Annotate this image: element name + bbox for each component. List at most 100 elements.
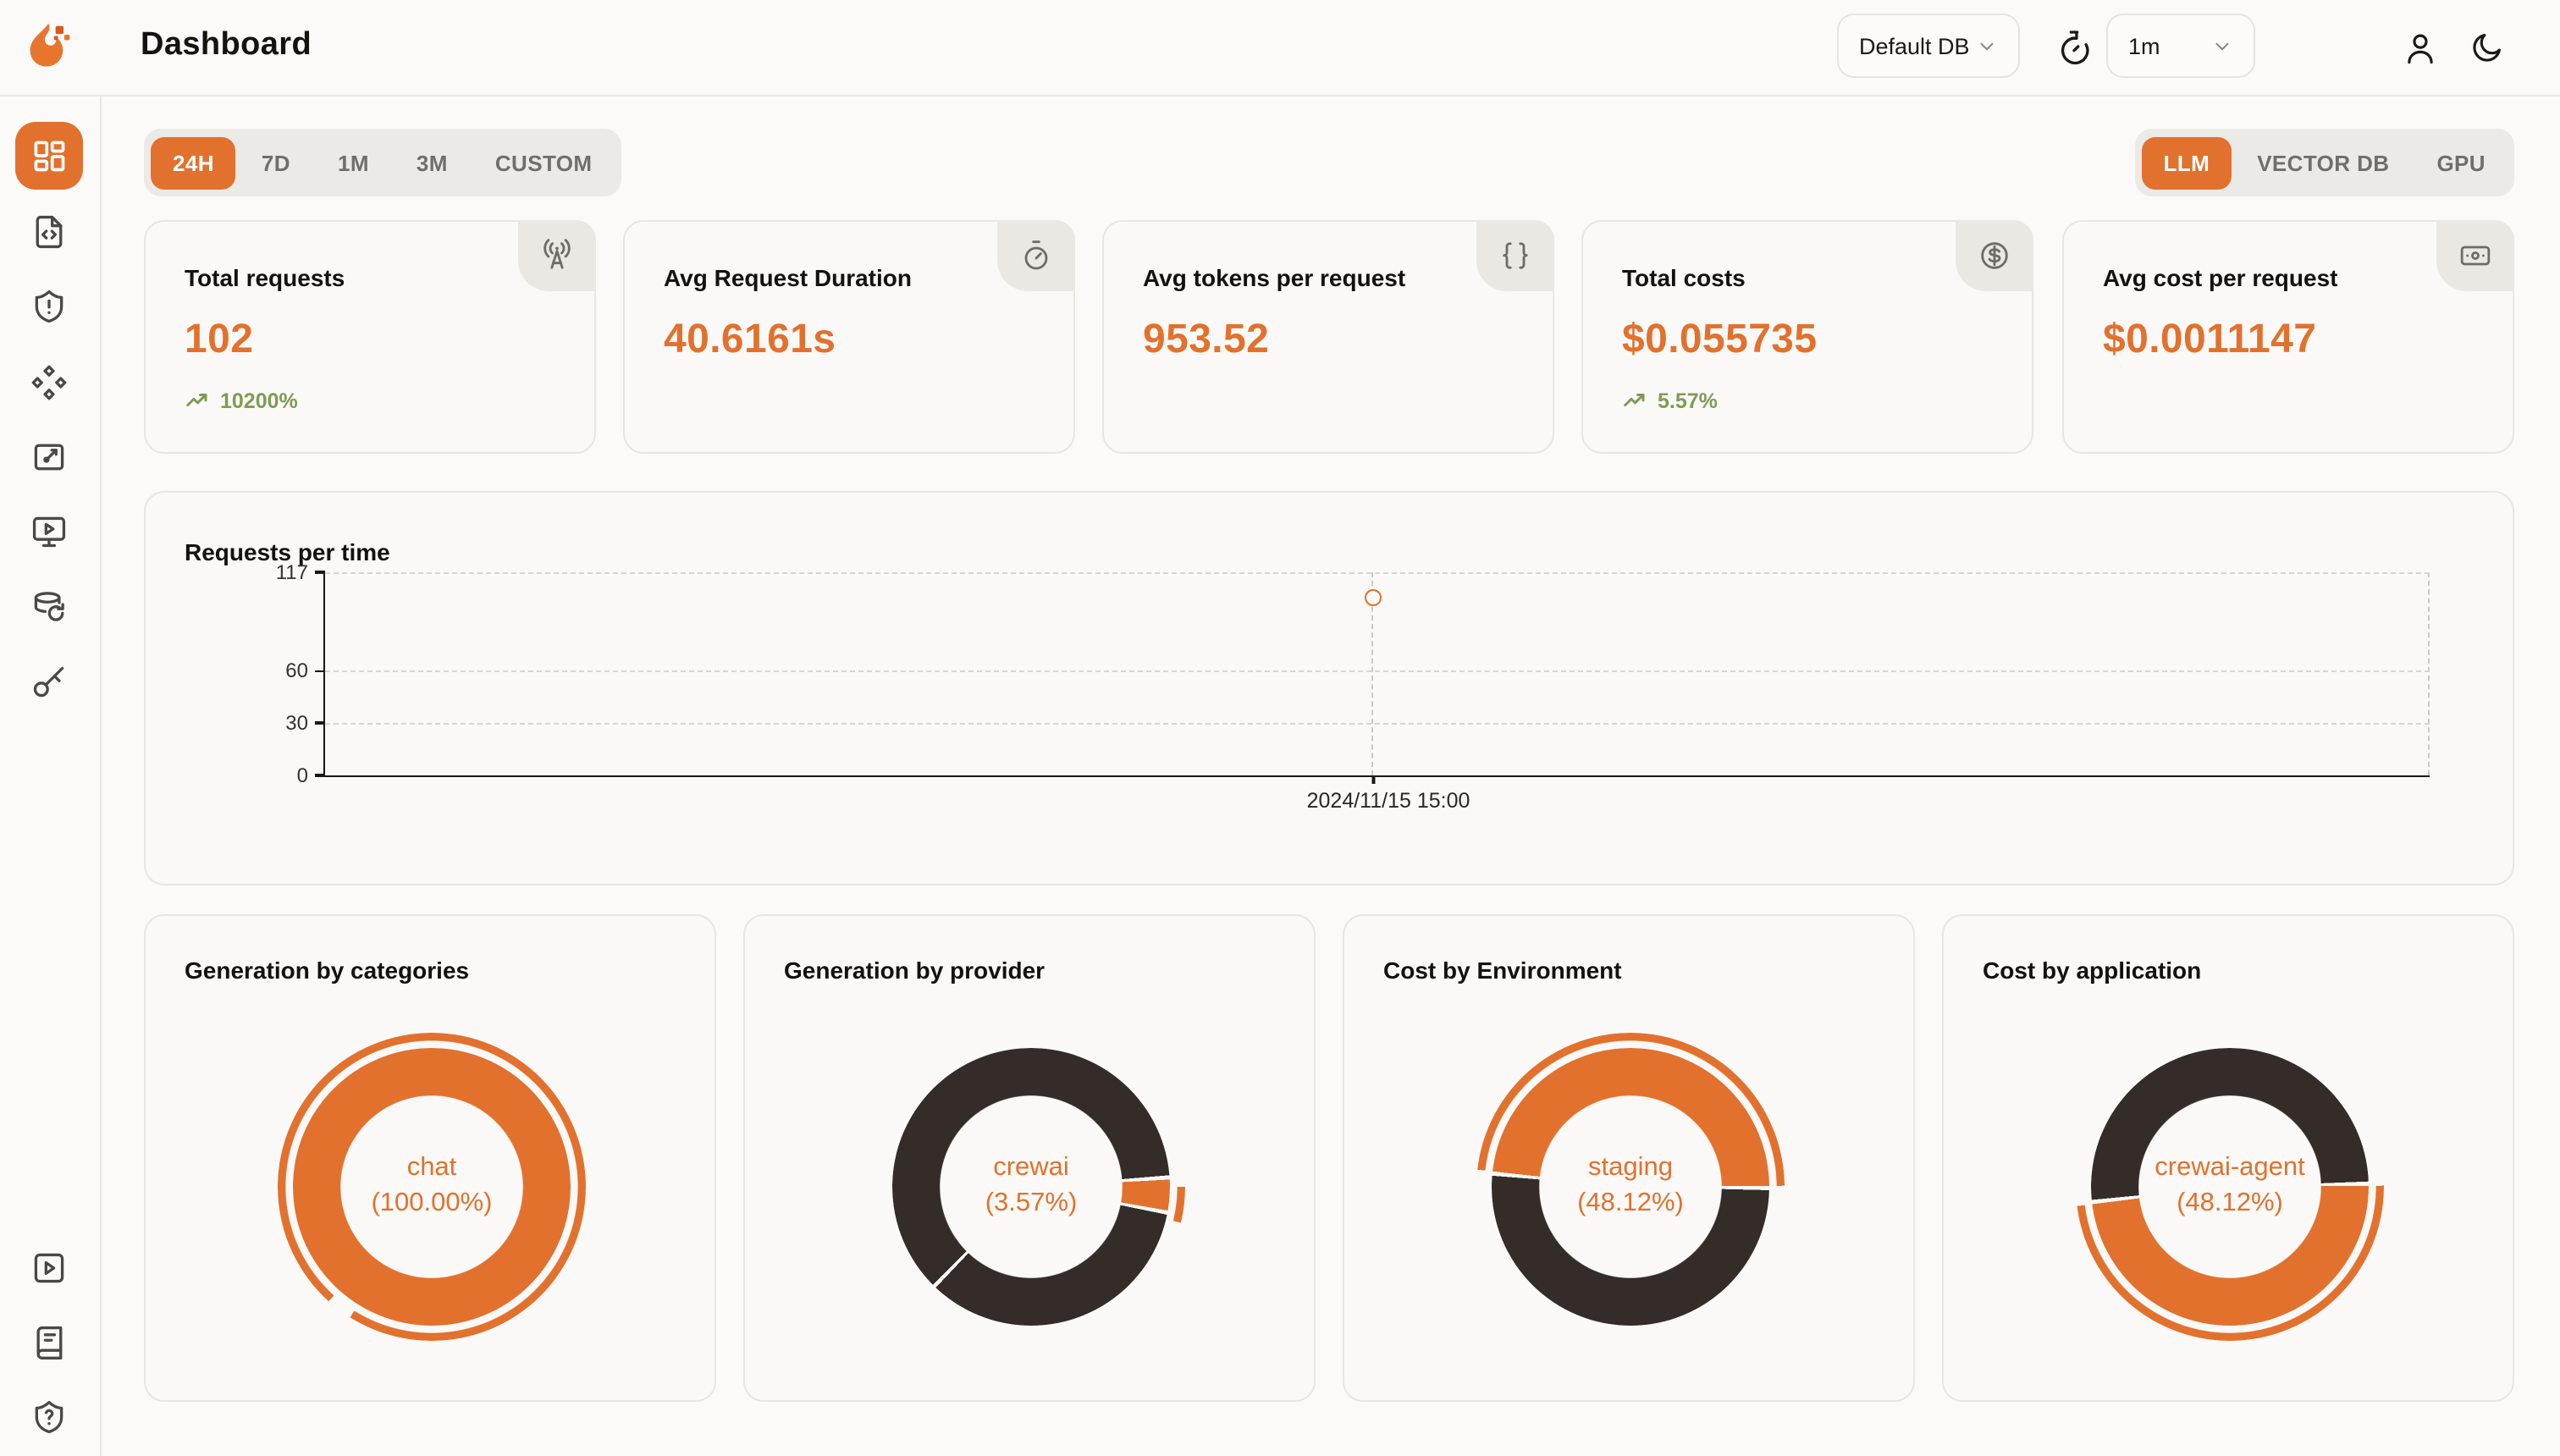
banknote-icon — [2460, 245, 2491, 266]
donut-chart-environment[interactable]: staging (48.12%) — [1476, 1033, 1785, 1341]
stat-card-total-costs: Total costs $0.055735 5.57% — [1581, 220, 2033, 454]
chart-title: Cost by application — [1983, 957, 2202, 984]
refresh-timer-button[interactable] — [2055, 29, 2093, 66]
board-edit-icon — [34, 444, 64, 471]
stat-card-badge — [1956, 220, 2033, 291]
sidebar-item-vault[interactable] — [15, 423, 83, 491]
sidebar-item-playground[interactable] — [15, 498, 83, 565]
flame-logo-icon — [30, 23, 70, 67]
plot-right-edge — [2428, 572, 2430, 775]
stat-card-badge — [997, 220, 1075, 291]
tab-custom[interactable]: CUSTOM — [494, 150, 593, 175]
donut-chart-provider[interactable]: crewai (3.57%) — [877, 1033, 1185, 1341]
gridline — [325, 571, 2430, 574]
y-axis-tick — [315, 774, 325, 777]
file-code-icon — [36, 215, 63, 249]
tab-gpu[interactable]: GPU — [2436, 150, 2486, 175]
donut-ring — [892, 1048, 1170, 1326]
sidebar-item-api-keys[interactable] — [15, 648, 83, 716]
moon-icon — [2472, 33, 2500, 61]
stopwatch-icon — [1024, 240, 1048, 270]
user-icon — [2407, 33, 2432, 63]
data-point[interactable] — [1365, 589, 1382, 607]
donut-center-label: crewai (3.57%) — [985, 1153, 1078, 1217]
sidebar-item-prompt-hub[interactable] — [15, 349, 83, 416]
db-selector[interactable]: Default DB — [1837, 14, 2020, 78]
stat-card-value: 40.6161s — [664, 317, 836, 362]
chart-title: Cost by Environment — [1383, 957, 1622, 984]
stat-card-label: Avg tokens per request — [1143, 264, 1406, 291]
db-selector-value: Default DB — [1859, 33, 1970, 58]
donut-card-provider: Generation by provider crewai (3.57%) — [743, 914, 1316, 1402]
header: Dashboard Default DB 1m — [0, 0, 2560, 97]
y-axis-tick — [315, 670, 325, 673]
stat-card-value: 102 — [185, 317, 254, 362]
timer-reset-icon — [2061, 30, 2089, 65]
tab-1m[interactable]: 1M — [337, 150, 369, 175]
sidebar-item-documentation[interactable] — [15, 1309, 83, 1376]
sidebar-item-databases[interactable] — [15, 574, 83, 642]
layout-dashboard-icon — [34, 141, 65, 172]
stat-card-avg-cost: Avg cost per request $0.0011147 — [2062, 220, 2514, 454]
y-axis-label: 0 — [296, 764, 308, 787]
stat-card-value: $0.0011147 — [2103, 317, 2317, 362]
sidebar-item-help[interactable] — [15, 1383, 83, 1451]
donut-chart-application[interactable]: crewai-agent (48.12%) — [2076, 1033, 2384, 1341]
y-axis-label: 60 — [285, 659, 308, 683]
stat-card-trend: 10200% — [185, 388, 298, 413]
tab-3m[interactable]: 3M — [416, 150, 448, 175]
app-logo — [25, 20, 76, 74]
tab-24h[interactable]: 24H — [151, 136, 236, 189]
database-refresh-icon — [34, 592, 64, 621]
chart-title: Generation by categories — [185, 957, 470, 984]
book-icon — [36, 1326, 63, 1359]
donut-card-categories: Generation by categories chat (100.00%) — [144, 914, 716, 1402]
sidebar-item-dashboard[interactable] — [15, 122, 83, 190]
x-axis-label: 2024/11/15 15:00 — [1306, 789, 1470, 813]
key-icon — [33, 666, 64, 698]
braces-icon — [1503, 242, 1528, 269]
diamonds-icon — [31, 365, 67, 400]
monitor-play-icon — [32, 516, 66, 548]
stat-card-label: Total costs — [1622, 264, 1746, 291]
x-axis-tick — [1371, 775, 1375, 784]
page-title: Dashboard — [141, 27, 312, 63]
interval-selector[interactable]: 1m — [2106, 14, 2255, 78]
sidebar-item-requests[interactable] — [15, 198, 83, 266]
stat-card-label: Avg Request Duration — [664, 264, 912, 291]
donut-chart-categories[interactable]: chat (100.00%) — [278, 1033, 586, 1341]
donut-center-label: staging (48.12%) — [1577, 1153, 1684, 1217]
stat-card-value: $0.055735 — [1622, 317, 1818, 362]
gridline — [325, 722, 2430, 725]
chevron-down-icon — [1980, 41, 1994, 50]
profile-button[interactable] — [2401, 29, 2438, 66]
square-play-icon — [34, 1253, 64, 1283]
point-guide-line — [1371, 572, 1374, 775]
donut-ring — [1492, 1048, 1769, 1326]
stat-card-badge — [518, 220, 596, 291]
requests-chart-card: Requests per time 2024/11/15 15:00 0 30 60… — [144, 491, 2514, 885]
gridline — [325, 670, 2430, 673]
radio-tower-icon — [543, 239, 571, 269]
tab-llm[interactable]: LLM — [2141, 136, 2232, 189]
stat-card-avg-tokens: Avg tokens per request 953.52 — [1102, 220, 1554, 454]
interval-selector-value: 1m — [2128, 33, 2160, 58]
tab-vector-db[interactable]: VECTOR DB — [2257, 150, 2390, 175]
stat-card-badge — [2436, 220, 2514, 291]
stat-card-avg-duration: Avg Request Duration 40.6161s — [623, 220, 1075, 454]
trending-up-icon — [186, 394, 207, 407]
stat-card-total-requests: Total requests 102 10200% — [144, 220, 596, 454]
sidebar-item-exceptions[interactable] — [15, 273, 83, 340]
sidebar-item-demo-video[interactable] — [15, 1234, 83, 1302]
stat-card-value: 953.52 — [1143, 317, 1270, 362]
donut-ring — [2091, 1048, 2369, 1326]
tab-7d[interactable]: 7D — [261, 150, 290, 175]
donut-card-environment: Cost by Environment staging (48.12%) — [1343, 914, 1915, 1402]
sidebar — [0, 0, 102, 1456]
view-tabs: LLM VECTOR DB GPU — [2134, 129, 2514, 196]
donut-center-label: chat (100.00%) — [371, 1153, 493, 1217]
chart-title: Requests per time — [185, 538, 390, 565]
line-plot[interactable]: 2024/11/15 15:00 0 30 60 117 — [276, 560, 2430, 813]
theme-toggle-button[interactable] — [2467, 29, 2504, 66]
